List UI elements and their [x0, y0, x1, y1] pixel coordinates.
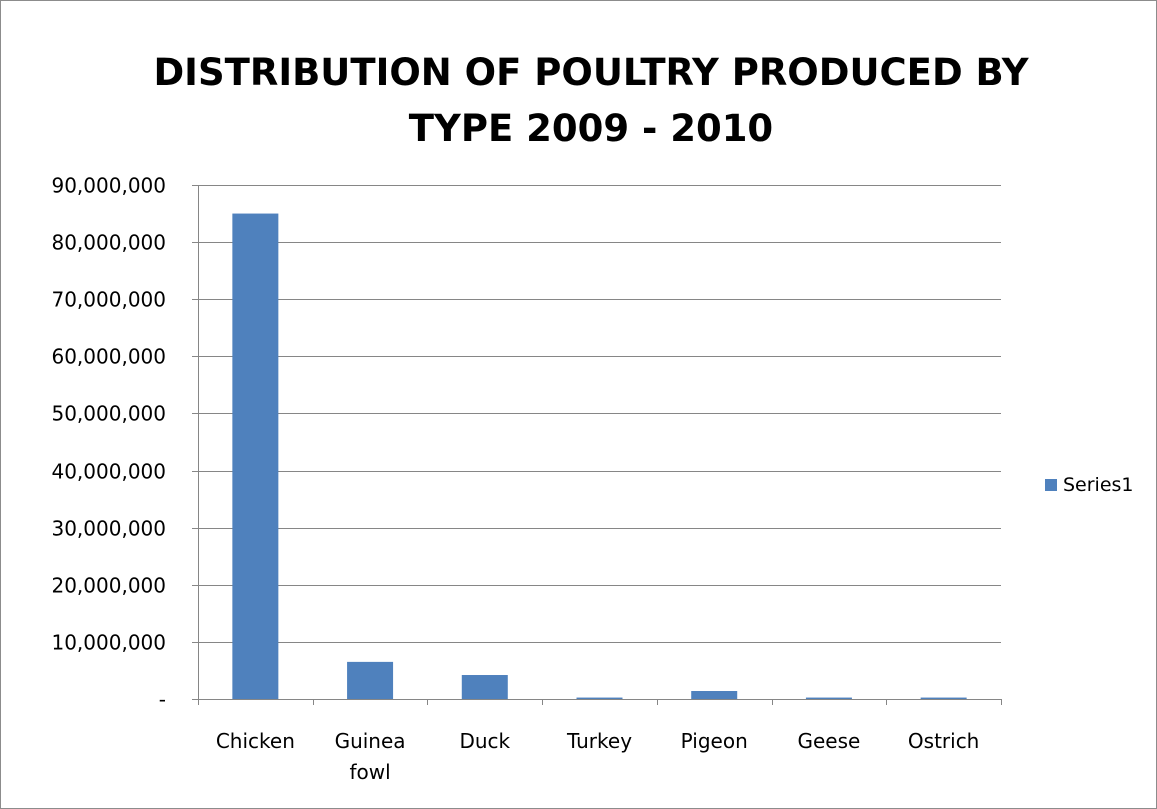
bar: [576, 697, 623, 699]
chart-title-line-2: TYPE 2009 - 2010: [409, 107, 773, 150]
chart-title-line-1: DISTRIBUTION OF POULTRY PRODUCED BY: [153, 51, 1029, 94]
legend: Series1: [1045, 474, 1134, 496]
bar: [461, 675, 508, 699]
chart-title: DISTRIBUTION OF POULTRY PRODUCED BY TYPE…: [153, 51, 1029, 150]
x-tick-label: Turkey: [566, 729, 632, 753]
y-tick-label: 30,000,000: [51, 517, 166, 541]
bars: [232, 213, 967, 700]
x-tick-label: Geese: [798, 729, 861, 753]
y-tick-label: 20,000,000: [51, 574, 166, 598]
x-axis-ticks: Chicken Guinea fowl Duck Turkey Pigeon Geese Os…: [198, 699, 1002, 784]
y-tick-label: 50,000,000: [51, 402, 166, 426]
y-tick-label: 40,000,000: [51, 460, 166, 484]
y-tick-label: 60,000,000: [51, 345, 166, 369]
x-tick-label: Pigeon: [681, 729, 748, 753]
bar: [691, 691, 738, 699]
y-tick-label: -: [159, 688, 166, 712]
x-tick-label: Chicken: [216, 729, 295, 753]
gridlines: [198, 185, 1001, 700]
y-axis-ticks: - 10,000,000 20,000,000 30,000,000 40,000,00…: [51, 174, 198, 712]
y-tick-label: 90,000,000: [51, 174, 166, 198]
bar: [347, 661, 394, 699]
bar: [805, 697, 852, 699]
legend-label-series1: Series1: [1063, 474, 1134, 496]
bar: [232, 213, 279, 700]
x-tick-label: fowl: [349, 760, 390, 784]
x-tick-label: Guinea: [335, 729, 406, 753]
x-tick-label: Duck: [459, 729, 510, 753]
y-tick-label: 80,000,000: [51, 231, 166, 255]
bar: [920, 697, 967, 699]
x-tick-label: Ostrich: [908, 729, 979, 753]
legend-swatch-series1: [1045, 479, 1057, 491]
y-tick-label: 10,000,000: [51, 631, 166, 655]
y-tick-label: 70,000,000: [51, 288, 166, 312]
